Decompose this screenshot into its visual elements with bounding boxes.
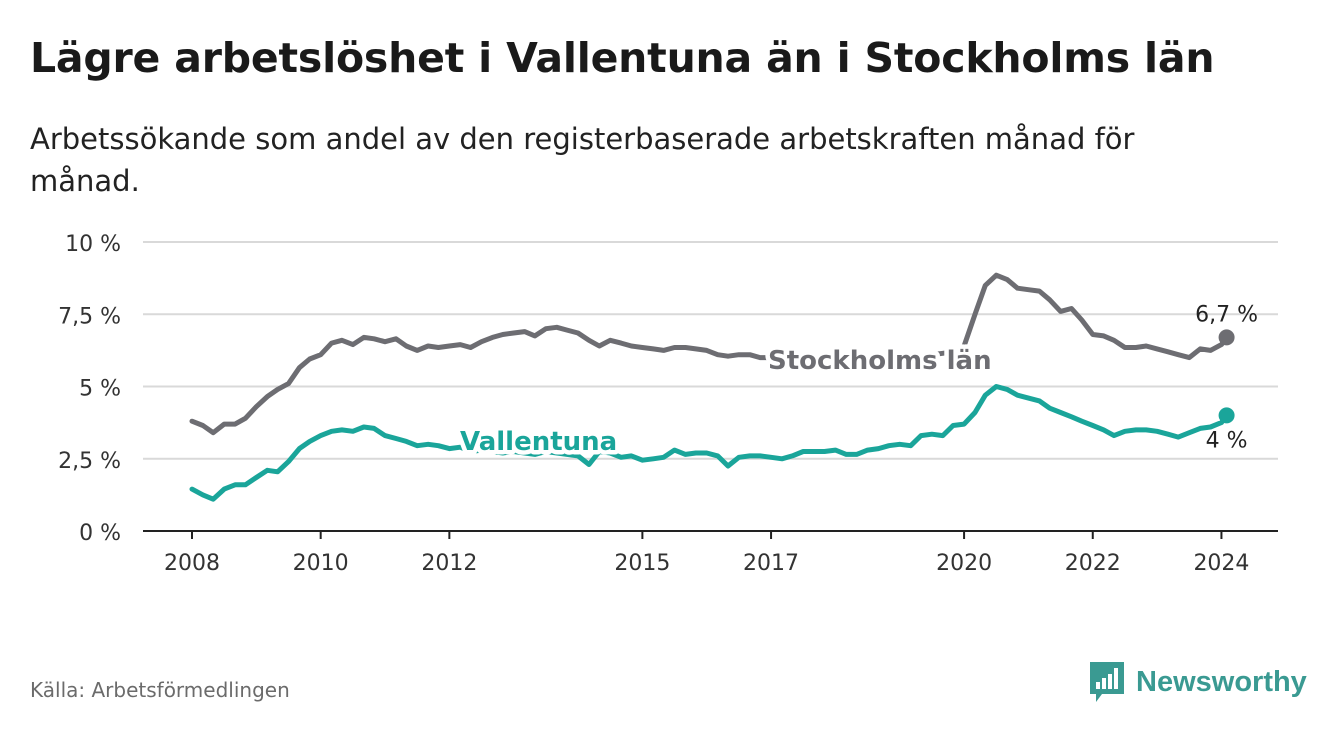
x-tick-label: 2022	[1065, 551, 1121, 576]
series-labels: 6,7 % Stockholms län 4 % Vallentuna	[456, 302, 1259, 461]
x-tick-label: 2012	[421, 551, 477, 576]
chart-subtitle: Arbetssökande som andel av den registerb…	[30, 122, 1135, 198]
series-name-label-stockholm: Stockholms län	[768, 346, 992, 376]
series-end-label-vallentuna: 4 %	[1206, 428, 1248, 453]
brand-name: Newsworthy	[1136, 665, 1307, 698]
series-line-stockholm	[189, 272, 1230, 436]
brand-logo[interactable]: Newsworthy	[1088, 660, 1307, 704]
x-tick-label: 2017	[743, 551, 799, 576]
newsworthy-logo-icon	[1090, 662, 1124, 702]
y-tick-label: 2,5 %	[58, 449, 121, 474]
x-tick-label: 2008	[164, 551, 220, 576]
x-tick-label: 2020	[936, 551, 992, 576]
y-tick-label: 5 %	[79, 377, 121, 402]
y-tick-label: 10 %	[65, 232, 121, 257]
series-end-label-stockholm: 6,7 %	[1195, 302, 1258, 327]
series-end-point-vallentuna	[1218, 407, 1235, 424]
y-tick-label: 0 %	[79, 521, 121, 546]
x-tick-label: 2015	[614, 551, 670, 576]
source-note: Källa: Arbetsförmedlingen	[30, 678, 290, 702]
grid-lines	[143, 241, 1278, 460]
x-tick-label: 2010	[293, 551, 349, 576]
y-axis-ticks: 0 % 2,5 % 5 % 7,5 % 10 %	[58, 232, 121, 546]
series-group	[189, 272, 1235, 502]
series-end-point-stockholm	[1218, 329, 1235, 346]
series-name-label-vallentuna: Vallentuna	[460, 427, 617, 457]
chart-title: Lägre arbetslöshet i Vallentuna än i Sto…	[30, 34, 1215, 82]
x-tick-label: 2024	[1193, 551, 1249, 576]
x-axis: 2008 2010 2012 2015 2017 2020 2022 2024	[143, 530, 1278, 576]
y-tick-label: 7,5 %	[58, 304, 121, 329]
series-line-vallentuna	[189, 384, 1230, 502]
